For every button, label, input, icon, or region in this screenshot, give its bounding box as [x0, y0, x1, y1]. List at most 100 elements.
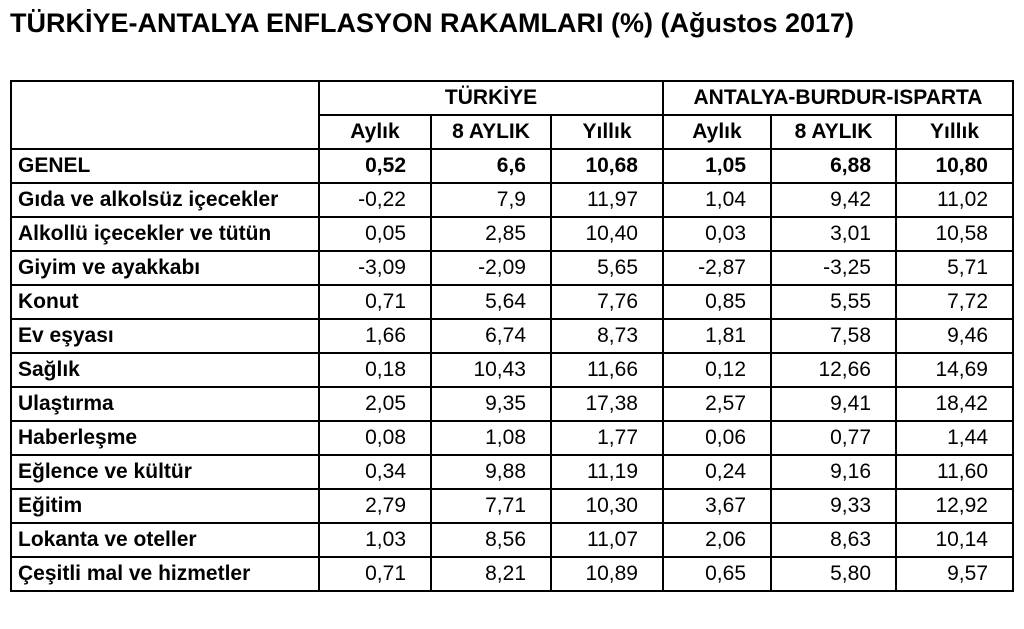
value-cell: 2,79 [318, 488, 432, 524]
value-cell: 11,60 [895, 454, 1014, 490]
data-row: Eğlence ve kültür 0,34 9,88 11,19 0,24 9,16 11… [10, 454, 1014, 490]
value-cell: -2,87 [662, 250, 772, 286]
data-row: Alkollü içecekler ve tütün 0,05 2,85 10,40 0… [10, 216, 1014, 252]
data-row: Ev eşyası 1,66 6,74 8,73 1,81 7,58 9,46 [10, 318, 1014, 354]
column-header: 8 AYLIK [430, 114, 552, 150]
row-label: Alkollü içecekler ve tütün [10, 216, 320, 252]
value-cell: 9,88 [430, 454, 552, 490]
value-cell: 11,07 [550, 522, 664, 558]
value-cell: 14,69 [895, 352, 1014, 388]
row-label: Lokanta ve oteller [10, 522, 320, 558]
data-row: Haberleşme 0,08 1,08 1,77 0,06 0,77 1,44 [10, 420, 1014, 456]
data-row: Sağlık 0,18 10,43 11,66 0,12 12,66 14,69 [10, 352, 1014, 388]
value-cell: -3,09 [318, 250, 432, 286]
value-cell: 0,24 [662, 454, 772, 490]
row-label: Haberleşme [10, 420, 320, 456]
value-cell: 9,46 [895, 318, 1014, 354]
value-cell: 11,19 [550, 454, 664, 490]
column-header: Aylık [662, 114, 772, 150]
value-cell: 11,02 [895, 182, 1014, 218]
value-cell: 0,71 [318, 556, 432, 592]
value-cell: 5,64 [430, 284, 552, 320]
title: TÜRKİYE-ANTALYA ENFLASYON RAKAMLARI (%) … [10, 8, 855, 38]
value-cell: 10,89 [550, 556, 664, 592]
data-row: Eğitim 2,79 7,71 10,30 3,67 9,33 12,92 [10, 488, 1014, 524]
row-label: Eğitim [10, 488, 320, 524]
value-cell: 5,80 [770, 556, 897, 592]
value-cell: 18,42 [895, 386, 1014, 422]
value-cell: 10,80 [895, 148, 1014, 184]
value-cell: 2,05 [318, 386, 432, 422]
value-cell: 8,63 [770, 522, 897, 558]
data-row: Lokanta ve oteller 1,03 8,56 11,07 2,06 8,63 1… [10, 522, 1014, 558]
row-label: Sağlık [10, 352, 320, 388]
value-cell: 7,76 [550, 284, 664, 320]
value-cell: 6,88 [770, 148, 897, 184]
value-cell: 1,05 [662, 148, 772, 184]
value-cell: -3,25 [770, 250, 897, 286]
value-cell: 7,72 [895, 284, 1014, 320]
group-header: ANTALYA-BURDUR-ISPARTA [662, 80, 1014, 116]
column-header: Yıllık [895, 114, 1014, 150]
column-header: Yıllık [550, 114, 664, 150]
value-cell: 2,06 [662, 522, 772, 558]
data-row: Konut 0,71 5,64 7,76 0,85 5,55 7,72 [10, 284, 1014, 320]
data-row: GENEL 0,52 6,6 10,68 1,05 6,88 10,80 [10, 148, 1014, 184]
value-cell: 0,71 [318, 284, 432, 320]
group-header: TÜRKİYE [318, 80, 664, 116]
value-cell: 1,04 [662, 182, 772, 218]
value-cell: 7,9 [430, 182, 552, 218]
value-cell: 0,34 [318, 454, 432, 490]
value-cell: 8,56 [430, 522, 552, 558]
group-header-row: TÜRKİYE ANTALYA-BURDUR-ISPARTA [10, 80, 1014, 150]
value-cell: 7,71 [430, 488, 552, 524]
value-cell: 5,71 [895, 250, 1014, 286]
column-header-row: Aylık 8 AYLIK Yıllık Aylık 8 AYLIK Yıllık [11, 114, 1014, 150]
data-row: Çeşitli mal ve hizmetler 0,71 8,21 10,89 0,6… [10, 556, 1014, 592]
value-cell: 9,33 [770, 488, 897, 524]
row-label: Konut [10, 284, 320, 320]
value-cell: 8,21 [430, 556, 552, 592]
value-cell: 10,14 [895, 522, 1014, 558]
value-cell: 0,08 [318, 420, 432, 456]
column-header: Aylık [318, 114, 432, 150]
value-cell: 5,65 [550, 250, 664, 286]
value-cell: 1,44 [895, 420, 1014, 456]
value-cell: 6,6 [430, 148, 552, 184]
data-row: Giyim ve ayakkabı -3,09 -2,09 5,65 -2,87 -3,2… [10, 250, 1014, 286]
value-cell: 0,03 [662, 216, 772, 252]
value-cell: 0,65 [662, 556, 772, 592]
table-body: TÜRKİYE ANTALYA-BURDUR-ISPARTA Aylık 8 AYLI… [10, 80, 1014, 592]
value-cell: 1,66 [318, 318, 432, 354]
value-cell: 10,68 [550, 148, 664, 184]
value-cell: 17,38 [550, 386, 664, 422]
value-cell: 1,77 [550, 420, 664, 456]
value-cell: 9,42 [770, 182, 897, 218]
row-label: Ev eşyası [10, 318, 320, 354]
value-cell: 0,77 [770, 420, 897, 456]
value-cell: 1,81 [662, 318, 772, 354]
value-cell: 0,52 [318, 148, 432, 184]
value-cell: 5,55 [770, 284, 897, 320]
row-label: Çeşitli mal ve hizmetler [10, 556, 320, 592]
value-cell: 12,92 [895, 488, 1014, 524]
value-cell: 3,67 [662, 488, 772, 524]
value-cell: 10,43 [430, 352, 552, 388]
value-cell: 0,85 [662, 284, 772, 320]
value-cell: 11,97 [550, 182, 664, 218]
corner-cell [10, 80, 320, 150]
row-label: Giyim ve ayakkabı [10, 250, 320, 286]
data-row: Gıda ve alkolsüz içecekler -0,22 7,9 11,97 1… [10, 182, 1014, 218]
value-cell: -2,09 [430, 250, 552, 286]
value-cell: 10,58 [895, 216, 1014, 252]
value-cell: 10,40 [550, 216, 664, 252]
value-cell: 0,18 [318, 352, 432, 388]
value-cell: 0,05 [318, 216, 432, 252]
value-cell: 8,73 [550, 318, 664, 354]
value-cell: 10,30 [550, 488, 664, 524]
value-cell: 9,57 [895, 556, 1014, 592]
row-label: Ulaştırma [10, 386, 320, 422]
inflation-table: TÜRKİYE ANTALYA-BURDUR-ISPARTA Aylık 8 AYLI… [10, 80, 1014, 592]
value-cell: 3,01 [770, 216, 897, 252]
